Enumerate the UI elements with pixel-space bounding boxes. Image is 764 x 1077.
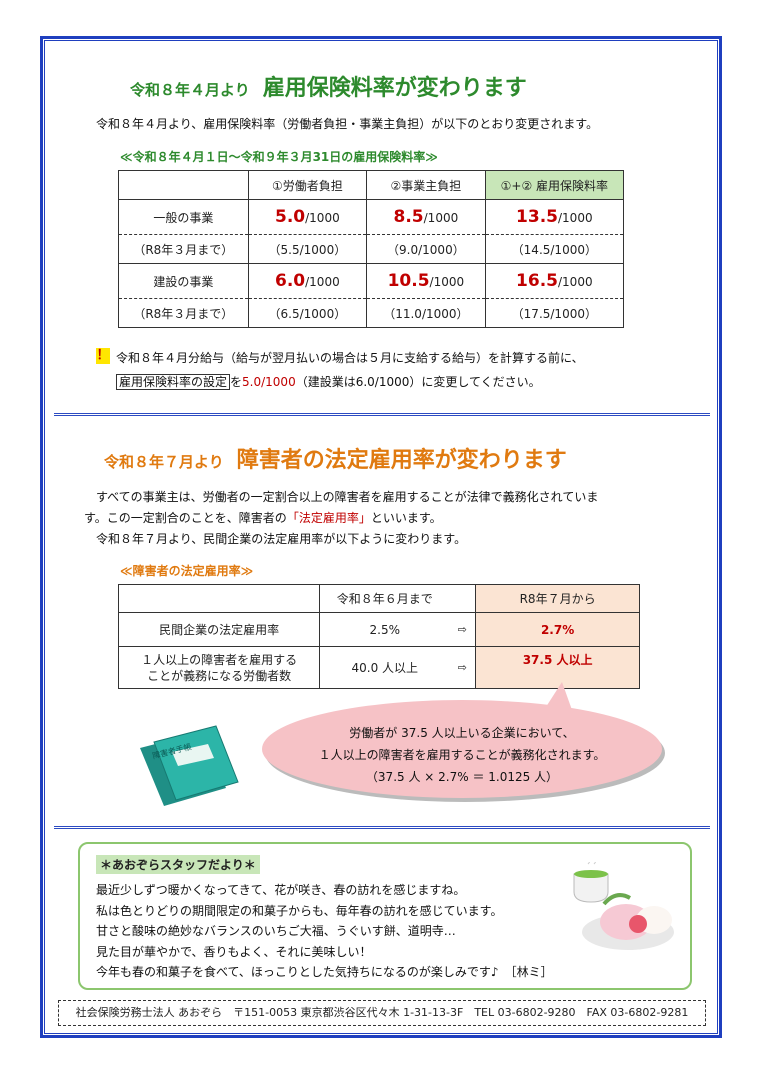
bubble-tail [544, 682, 572, 710]
section-divider [54, 826, 710, 829]
prev-rate: （11.0/1000） [366, 298, 486, 328]
section1-subheading: ≪令和８年４月１日～令和９年３月31日の雇用保険料率≫ [120, 150, 438, 164]
prev-rate: （9.0/1000） [366, 234, 486, 264]
prev-label: （R8年３月まで） [118, 234, 249, 264]
speech-bubble [262, 700, 662, 798]
section2-title: 令和８年７月より 障害者の法定雇用率が変わります [104, 442, 567, 474]
header-total: ①+② 雇用保険料率 [484, 170, 625, 200]
value-after: 2.7% [475, 612, 640, 647]
prev-rate: （17.5/1000） [484, 298, 625, 328]
bubble-text: 労働者が 37.5 人以上いる企業において、 １人以上の障害者を雇用することが義… [318, 726, 606, 784]
staff-title: ＊あおぞらスタッフだより＊ [96, 855, 260, 874]
prev-rate: （5.5/1000） [247, 234, 368, 264]
employment-rate-table: 令和８年６月まで R8年７月から 民間企業の法定雇用率 2.5% ⇨ 2.7% … [117, 584, 640, 689]
prev-rate: （6.5/1000） [247, 298, 368, 328]
prev-rate: （14.5/1000） [484, 234, 625, 264]
arrow-icon: ⇨ [449, 646, 477, 689]
rate-cell: 6.0/1000 [247, 263, 368, 299]
staff-body: 最近少しずつ暖かくなってきて、花が咲き、春の訪れを感じますね。 私は色とりどりの… [96, 883, 553, 979]
section1-title-prefix: 令和８年４月より [130, 81, 250, 99]
wagashi-icon [573, 862, 674, 950]
row-label: 一般の事業 [118, 199, 249, 235]
disability-notebook-icon [140, 725, 239, 806]
section2-title-main: 障害者の法定雇用率が変わります [236, 448, 567, 473]
section1-intro: 令和８年４月より、雇用保険料率（労働者負担・事業主負担）が以下のとおり変更されま… [96, 117, 599, 131]
value-after: 37.5 人以上 [475, 646, 640, 689]
note-line2: 雇用保険料率の設定 を5.0/1000（建設業は6.0/1000）に変更してくださ… [116, 373, 541, 390]
row-label: 民間企業の法定雇用率 [117, 612, 321, 647]
value-before: 2.5% [319, 612, 450, 647]
section2-subheading: ≪障害者の法定雇用率≫ [120, 564, 254, 578]
section2-para3: 令和８年７月より、民間企業の法定雇用率が以下ように変わります。 [84, 532, 467, 546]
table-corner [118, 170, 249, 200]
note-new-rate: 5.0/1000 [242, 375, 296, 389]
section-divider [54, 413, 710, 416]
rate-cell: 16.5/1000 [484, 263, 625, 299]
insurance-rate-table: ①労働者負担 ②事業主負担 ①+② 雇用保険料率 一般の事業 5.0/1000 … [118, 170, 625, 328]
header-after: R8年７月から [475, 584, 640, 613]
prev-label: （R8年３月まで） [118, 298, 249, 328]
header-spacer [449, 584, 477, 613]
section2-title-prefix: 令和８年７月より [104, 453, 224, 471]
rate-cell: 8.5/1000 [366, 199, 486, 235]
section2-para1: すべての事業主は、労働者の一定割合以上の障害者を雇用することが法律で義務化されて… [84, 490, 599, 504]
legal-rate-term: 「法定雇用率」 [286, 511, 371, 525]
alert-icon: ！ [96, 348, 110, 364]
footer: 社会保険労務士法人 あおぞら 〒151-0053 東京都渋谷区代々木 1-31-… [58, 1000, 706, 1026]
header-employer: ②事業主負担 [366, 170, 486, 200]
row-label: 建設の事業 [118, 263, 249, 299]
row-label: １人以上の障害者を雇用する ことが義務になる労働者数 [117, 646, 321, 689]
header-worker: ①労働者負担 [247, 170, 368, 200]
header-before: 令和８年６月まで [319, 584, 450, 613]
rate-cell: 13.5/1000 [484, 199, 625, 235]
arrow-icon: ⇨ [449, 612, 477, 647]
page-frame [40, 36, 722, 1038]
rate-cell: 5.0/1000 [247, 199, 368, 235]
table-corner [117, 584, 321, 613]
section1-title: 令和８年４月より 雇用保険料率が変わります [130, 70, 527, 102]
note-setting-box: 雇用保険料率の設定 [116, 374, 231, 390]
value-before: 40.0 人以上 [319, 646, 450, 689]
note-line1: 令和８年４月分給与（給与が翌月払いの場合は５月に支給する給与）を計算する前に、 [116, 351, 584, 365]
page-frame-inner [44, 40, 718, 1034]
rate-cell: 10.5/1000 [366, 263, 486, 299]
section1-title-main: 雇用保険料率が変わります [262, 76, 527, 101]
section2-para2: す。この一定割合のことを、障害者の「法定雇用率」といいます。 [84, 511, 442, 525]
